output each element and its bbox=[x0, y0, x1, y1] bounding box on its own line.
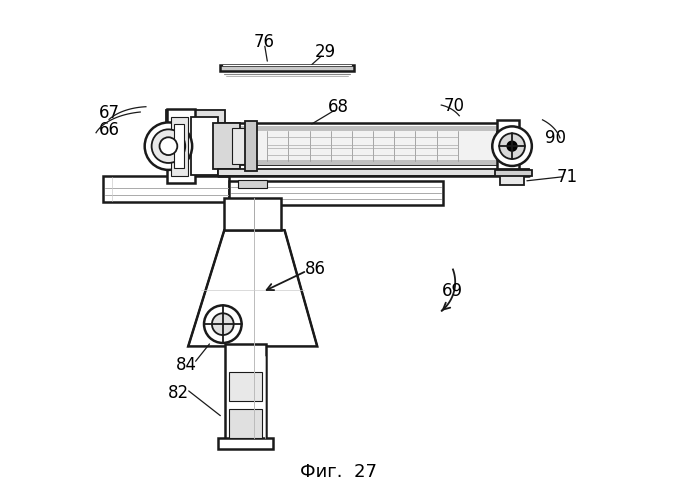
Text: 86: 86 bbox=[305, 260, 325, 278]
Bar bbox=[218, 126, 497, 132]
Bar bbox=[228, 372, 262, 401]
Bar bbox=[102, 176, 228, 202]
Text: 71: 71 bbox=[557, 168, 578, 186]
Text: Фиг.  27: Фиг. 27 bbox=[300, 462, 378, 480]
Text: 90: 90 bbox=[545, 130, 566, 148]
Polygon shape bbox=[188, 230, 317, 346]
Bar bbox=[229, 182, 443, 205]
Bar bbox=[237, 180, 267, 188]
Bar bbox=[166, 110, 225, 130]
Bar bbox=[500, 171, 524, 184]
Circle shape bbox=[144, 122, 192, 170]
Circle shape bbox=[159, 138, 178, 155]
Bar bbox=[218, 438, 273, 449]
Bar bbox=[225, 344, 266, 440]
Text: 69: 69 bbox=[442, 282, 463, 300]
Text: 70: 70 bbox=[443, 96, 464, 114]
Bar bbox=[495, 170, 532, 176]
Circle shape bbox=[499, 134, 525, 159]
Bar bbox=[232, 128, 247, 164]
Bar bbox=[213, 124, 240, 169]
Circle shape bbox=[212, 314, 234, 335]
Text: 67: 67 bbox=[98, 104, 119, 122]
Text: 68: 68 bbox=[327, 98, 348, 116]
Bar bbox=[497, 120, 519, 172]
Bar bbox=[218, 169, 530, 176]
Bar bbox=[171, 116, 188, 176]
Bar bbox=[228, 409, 262, 438]
Bar bbox=[167, 109, 195, 183]
Bar bbox=[218, 160, 497, 165]
Text: 84: 84 bbox=[176, 356, 197, 374]
Text: 82: 82 bbox=[167, 384, 189, 402]
Circle shape bbox=[492, 126, 532, 166]
Circle shape bbox=[152, 130, 185, 163]
Bar bbox=[220, 64, 354, 71]
Bar bbox=[245, 122, 258, 171]
Text: 29: 29 bbox=[315, 43, 336, 61]
Circle shape bbox=[204, 306, 241, 343]
Text: 76: 76 bbox=[254, 34, 275, 52]
Circle shape bbox=[507, 141, 517, 151]
Text: 66: 66 bbox=[98, 122, 119, 140]
Bar bbox=[224, 198, 281, 230]
Bar bbox=[191, 118, 218, 175]
Bar bbox=[174, 124, 184, 168]
Bar bbox=[218, 128, 497, 165]
